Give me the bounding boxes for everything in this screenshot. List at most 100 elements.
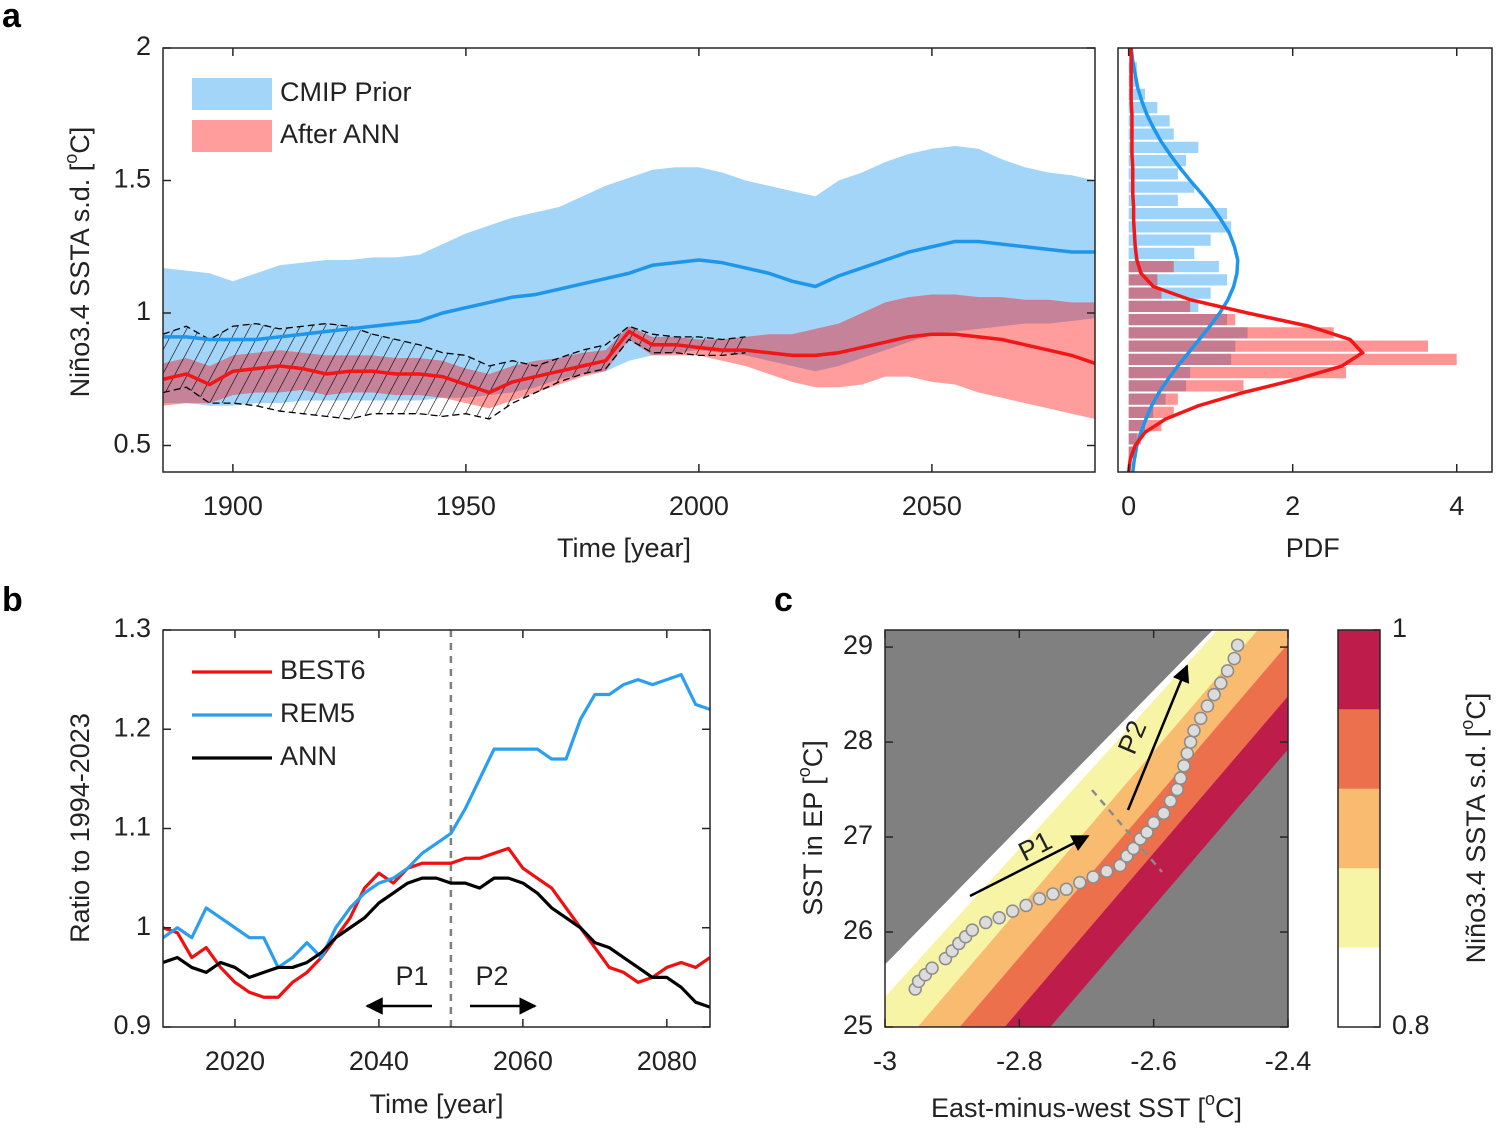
panel-letter: b [2, 581, 23, 619]
y-tick-label: 26 [843, 915, 873, 945]
hatched-band-edge [163, 322, 746, 367]
plot-area-c [885, 630, 1288, 1027]
histogram-bar [1128, 261, 1219, 273]
histogram-bar [1128, 300, 1191, 312]
x-axis-label: Time [year] [369, 1089, 503, 1119]
histogram-bar [1128, 274, 1158, 286]
colorbar-label: Niño3.4 SSTA s.d. [oC] [1457, 693, 1491, 964]
x-tick-label: 2020 [205, 1046, 265, 1076]
x-tick-label: -3 [873, 1046, 897, 1076]
panel-letter: c [774, 581, 793, 619]
y-tick-label: 1.2 [113, 712, 151, 742]
histogram-bar [1128, 194, 1178, 206]
point [1140, 825, 1154, 840]
y-axis-label-part: Niño3.4 SSTA s.d. [ [65, 163, 95, 397]
histogram-bar [1128, 433, 1137, 445]
point [925, 961, 939, 975]
line [163, 876, 710, 1009]
point [1005, 904, 1020, 918]
histogram-bar [1128, 353, 1457, 365]
mean-line [163, 239, 1095, 342]
plot-area-pdf [1126, 48, 1457, 472]
y-tick-label: 28 [843, 725, 873, 755]
y-tick-label: 0.5 [113, 429, 151, 459]
pdf-curve [1126, 48, 1366, 472]
line [163, 846, 710, 999]
point [1173, 771, 1188, 785]
y-tick-label: 25 [843, 1010, 873, 1040]
point [1200, 699, 1215, 713]
histogram-bar [1128, 380, 1244, 392]
point [1170, 782, 1184, 797]
point [1126, 841, 1141, 856]
x-tick-label: -2.4 [1265, 1046, 1312, 1076]
point [1163, 794, 1178, 808]
x-axis-label: Time [year] [557, 533, 691, 563]
x-tick-label: 1950 [436, 491, 496, 521]
histogram-bar [1128, 274, 1228, 286]
plot-area-b [163, 630, 710, 1027]
y-axis-label: Ratio to 1994-2023 [65, 713, 95, 943]
point [1059, 882, 1074, 897]
colorbar-swatch [1338, 630, 1380, 710]
y-tick-label: 27 [843, 820, 873, 850]
legend-label: ANN [280, 741, 337, 771]
histogram-bar [1128, 340, 1429, 352]
legend-label: After ANN [280, 119, 400, 149]
histogram-bar [1128, 181, 1195, 193]
histogram-bar [1128, 221, 1232, 233]
histogram-bar [1128, 367, 1191, 379]
x-axis-label-part: o [1205, 1089, 1215, 1109]
histogram-bar [1128, 446, 1133, 458]
colorbar-label-part: C] [1461, 693, 1491, 720]
histogram-bar [1128, 234, 1211, 246]
contour-band [1004, 696, 1288, 1027]
x-tick-label: 1900 [203, 491, 263, 521]
axes-frame [1337, 629, 1381, 1028]
point [1099, 864, 1114, 878]
y-tick-label: 29 [843, 630, 873, 660]
pdf-curve [1129, 48, 1240, 472]
y-tick-label: 1.3 [113, 613, 151, 643]
y-tick-label: 1 [136, 296, 151, 326]
colorbar-swatch [1338, 788, 1380, 869]
histogram-bar [1128, 247, 1195, 259]
hatched-band-edge [163, 338, 746, 420]
axes-frame [1117, 47, 1493, 473]
colorbar-swatch [1338, 709, 1380, 789]
y-tick-label: 1 [136, 911, 151, 941]
histogram-bar [1128, 367, 1347, 379]
x-tick-label: -2.6 [1130, 1046, 1177, 1076]
point [1113, 858, 1127, 873]
histogram-bar [1128, 393, 1178, 405]
colorbar-swatch [1338, 947, 1380, 1027]
point [979, 915, 993, 930]
histogram-bar [1128, 287, 1162, 299]
legend-label: REM5 [280, 698, 355, 728]
panel-letter: a [2, 0, 22, 35]
point [1180, 746, 1194, 761]
y-axis-label: SST in EP [oC] [794, 740, 828, 916]
histogram-bar [1128, 327, 1248, 339]
colorbar-label-part: Niño3.4 SSTA s.d. [ [1461, 729, 1491, 963]
y-axis-label-part: C] [798, 740, 828, 767]
x-tick-label: 2060 [493, 1046, 553, 1076]
x-axis-label-part: C] [1215, 1093, 1242, 1123]
histogram-bar [1128, 261, 1174, 273]
histogram-bar [1128, 406, 1154, 418]
point [1086, 870, 1100, 884]
y-axis-label-part: C] [65, 127, 95, 154]
arrow [1126, 664, 1190, 811]
histogram-bar [1128, 208, 1228, 220]
divider [1091, 789, 1163, 873]
line [163, 673, 710, 970]
colorbar-tick-label: 0.8 [1392, 1010, 1430, 1040]
x-tick-label: 4 [1449, 491, 1464, 521]
point [1046, 887, 1060, 901]
hatched-band [163, 323, 746, 419]
point [1214, 676, 1228, 690]
histogram-bar [1128, 380, 1187, 392]
legend-swatch [192, 120, 272, 152]
histogram-bar [1128, 168, 1178, 180]
